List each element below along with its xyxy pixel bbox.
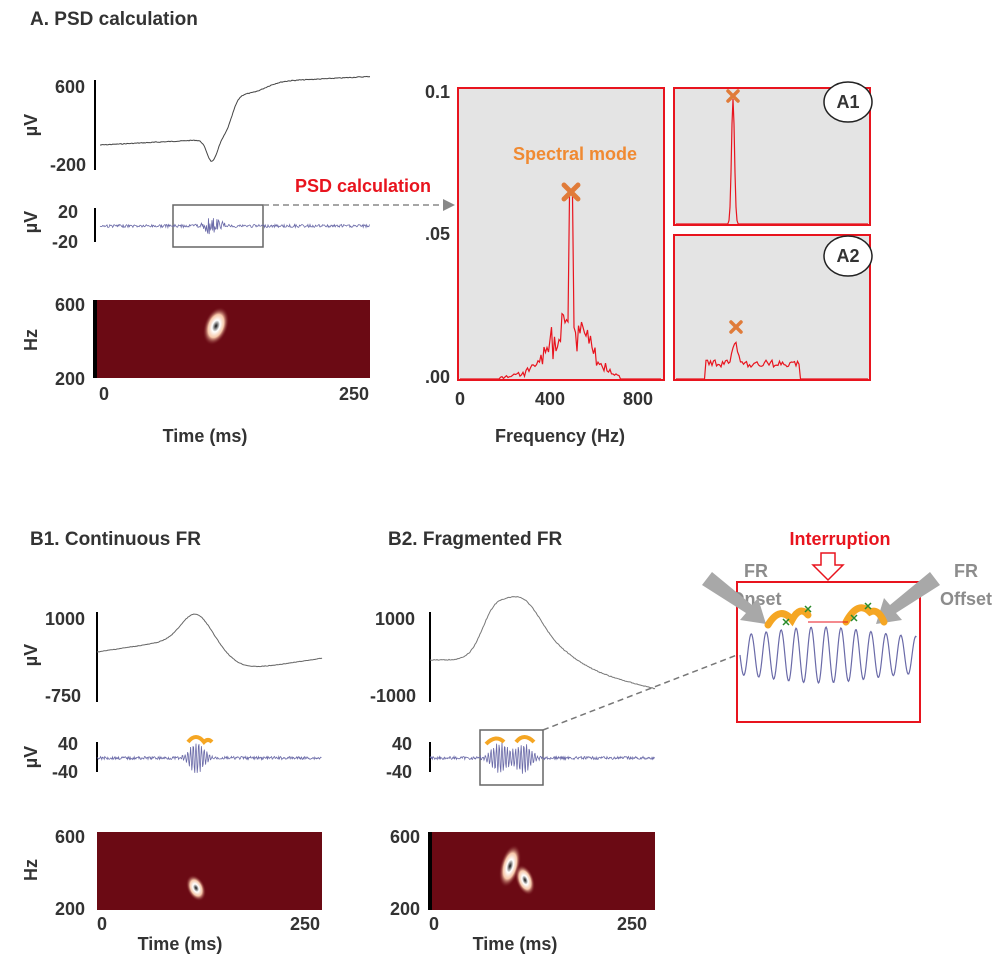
panel-title: A. PSD calculation <box>30 9 198 30</box>
raw-trace <box>429 596 656 690</box>
onset-arrow <box>702 572 766 624</box>
spectrogram-edge <box>428 832 432 910</box>
raw-trace <box>96 613 323 668</box>
mode-marker <box>561 182 581 202</box>
tick-label: 0 <box>97 914 107 934</box>
axis-unit: µV <box>21 114 41 136</box>
tick-label: 250 <box>617 914 647 934</box>
tick-label: 0.1 <box>425 82 450 102</box>
tick-label: 250 <box>339 384 369 404</box>
peak-marker <box>804 605 812 613</box>
spectral-blob <box>202 306 230 346</box>
annotation: Spectral mode <box>513 144 637 164</box>
axis-label: Time (ms) <box>138 934 223 954</box>
tick-label: 200 <box>55 369 85 389</box>
filtered-trace <box>429 742 655 774</box>
interruption-arrow <box>811 552 845 582</box>
selection-box <box>479 729 544 786</box>
tick-label: 20 <box>58 202 78 222</box>
tick-label: 0 <box>429 914 439 934</box>
tick-label: 800 <box>623 389 653 409</box>
tick-label: 250 <box>290 914 320 934</box>
arrow-label: PSD calculation <box>295 176 431 196</box>
peak-marker <box>850 614 858 622</box>
peak-marker <box>782 618 790 626</box>
tick-label: -750 <box>45 686 81 706</box>
tick-label: 40 <box>392 734 412 754</box>
fr-envelope <box>764 604 888 629</box>
annotation: Offset <box>940 589 992 609</box>
peak-marker <box>864 602 872 610</box>
tick-label: -1000 <box>370 686 416 706</box>
tick-label: 1000 <box>45 609 85 629</box>
inset-label: A2 <box>836 246 859 266</box>
psd-trace <box>460 194 661 380</box>
spectrogram-edge <box>93 300 97 378</box>
filtered-trace <box>99 218 370 235</box>
mode-marker <box>729 320 743 334</box>
tick-label: -200 <box>50 155 86 175</box>
tick-label: 600 <box>390 827 420 847</box>
traces <box>96 75 917 774</box>
inset-label: A1 <box>836 92 859 112</box>
inset-badge <box>823 235 873 277</box>
spectrogram <box>97 832 322 910</box>
tick-label: -20 <box>52 232 78 252</box>
filtered-trace <box>96 743 322 773</box>
spectrogram <box>95 300 370 378</box>
axis-label: Time (ms) <box>163 426 248 446</box>
tick-label: 1000 <box>375 609 415 629</box>
tick-label: 400 <box>535 389 565 409</box>
axis-label: Frequency (Hz) <box>495 426 625 446</box>
fr-envelope <box>186 735 214 745</box>
tick-label: 600 <box>55 295 85 315</box>
zoom-trace <box>739 625 917 684</box>
axis-label: Time (ms) <box>473 934 558 954</box>
tick-label: 600 <box>55 827 85 847</box>
tick-label: .00 <box>425 367 450 387</box>
annotation: FR <box>954 561 978 581</box>
axis-unit: µV <box>21 211 41 233</box>
raw-trace <box>100 75 371 162</box>
spectral-blob <box>185 874 207 902</box>
tick-label: -40 <box>52 762 78 782</box>
spectrogram <box>430 832 655 910</box>
tick-label: 200 <box>55 899 85 919</box>
tick-label: 600 <box>55 77 85 97</box>
inset-badge <box>823 81 873 123</box>
tick-label: 0 <box>455 389 465 409</box>
tick-label: -40 <box>386 762 412 782</box>
psd-trace <box>676 98 868 225</box>
axis-unit: µV <box>21 644 41 666</box>
tick-label: .05 <box>425 224 450 244</box>
annotation: Interruption <box>790 529 891 549</box>
axis-unit: µV <box>21 746 41 768</box>
psd-trace <box>676 341 868 380</box>
panel-title: B1. Continuous FR <box>30 529 201 550</box>
spectral-blob <box>514 864 536 896</box>
axis-unit: Hz <box>21 859 41 881</box>
annotation: FR <box>744 561 768 581</box>
panel-title: B2. Fragmented FR <box>388 529 562 550</box>
tick-label: 40 <box>58 734 78 754</box>
offset-arrow <box>876 572 940 624</box>
tick-label: 0 <box>99 384 109 404</box>
mode-marker <box>726 89 740 103</box>
zoom-line <box>542 654 738 731</box>
axis-unit: Hz <box>21 329 41 351</box>
tick-label: 200 <box>390 899 420 919</box>
fr-envelope <box>484 735 536 746</box>
